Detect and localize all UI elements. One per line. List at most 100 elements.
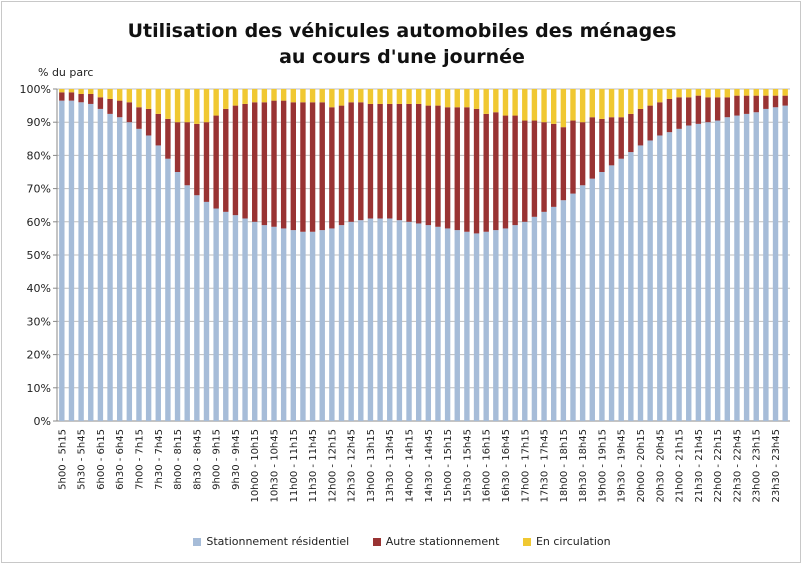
bar-segment-residentiel [473,233,480,421]
bar-segment-residentiel [464,231,470,421]
bar-segment-circulation [97,89,104,98]
bar-segment-residentiel [647,140,653,421]
bar-segment-autre [290,102,296,231]
bar-segment-circulation [290,89,296,103]
bar-segment-circulation [358,89,364,103]
bar-segment-circulation [435,89,441,106]
bar-segment-circulation [396,89,403,104]
x-tick-label: 13h30 - 13h45 [385,429,396,503]
bar-segment-residentiel [560,200,567,421]
bar-segment-circulation [647,89,653,106]
bar-segment-autre [155,113,161,146]
x-tick-label: 23h00 - 23h15 [752,429,763,503]
bar-segment-autre [705,97,711,123]
bar-segment-circulation [589,89,595,118]
y-tick-label: 0% [34,415,51,428]
bar-segment-residentiel [319,230,325,421]
bar-segment-autre [252,102,258,222]
bar-segment-circulation [348,89,354,103]
bar-segment-circulation [203,89,210,123]
bar-segment-circulation [483,89,489,114]
bar-segment-circulation [695,89,702,96]
legend-label-residentiel: Stationnement résidentiel [206,535,350,548]
bar-segment-circulation [743,89,750,96]
bar-segment-residentiel [743,113,750,422]
bar-segment-autre [136,107,142,129]
legend-label-autre: Autre stationnement [385,535,500,548]
bar-segment-residentiel [541,211,547,421]
bar-segment-autre [271,100,277,227]
bar-segment-residentiel [174,172,181,421]
x-tick-label: 17h00 - 17h15 [520,429,531,503]
x-tick-label: 8h30 - 8h45 [192,429,203,490]
bar-segment-autre [579,122,586,186]
bar-segment-residentiel [396,220,403,421]
bar-segment-circulation [763,89,769,96]
bar-segment-autre [714,97,721,121]
bar-segment-circulation [377,89,383,104]
bar-segment-circulation [406,89,412,104]
bar-segment-autre [541,122,547,212]
y-tick-label: 90% [27,116,51,129]
y-tick-label: 20% [27,349,51,362]
bar-segment-autre [531,120,538,217]
bar-segment-circulation [338,89,345,106]
bar-segment-autre [772,95,779,108]
bar-segment-autre [145,108,152,136]
x-tick-label: 10h00 - 10h15 [250,429,261,503]
x-tick-label: 7h00 - 7h15 [134,429,145,490]
bar-segment-residentiel [493,230,499,421]
x-tick-label: 8h00 - 8h15 [173,429,184,490]
bar-segment-circulation [551,89,557,124]
bar-segment-autre [213,115,219,209]
bar-segment-autre [743,95,750,114]
x-tick-label: 17h30 - 17h45 [540,429,551,503]
bar-segment-residentiel [444,228,451,421]
bar-segment-residentiel [705,122,711,421]
x-tick-label: 15h00 - 15h15 [443,429,454,503]
bar-segment-circulation [637,89,644,109]
bar-segment-residentiel [637,145,644,421]
bar-segment-circulation [676,89,682,98]
bar-segment-autre [367,103,374,219]
bar-segment-autre [406,103,412,222]
bar-segment-autre [415,103,422,224]
x-tick-label: 23h30 - 23h45 [771,429,782,503]
bar-segment-residentiel [203,201,210,421]
bar-segment-residentiel [88,103,94,421]
bar-segment-circulation [165,89,171,119]
bar-segment-residentiel [502,228,509,421]
bar-segment-autre [599,118,605,172]
bar-segment-circulation [714,89,721,98]
x-tick-label: 5h30 - 5h45 [77,429,88,490]
bar-segment-circulation [734,89,740,96]
bar-segment-circulation [522,89,528,121]
bar-segment-circulation [657,89,663,103]
bar-segment-circulation [145,89,152,109]
legend-item-residentiel: Stationnement résidentiel [193,535,349,548]
bar-segment-residentiel [107,113,113,422]
bar-segment-autre [608,117,615,166]
bar-segment-autre [68,92,75,101]
chart-title-line-1: Utilisation des véhicules automobiles de… [127,20,677,42]
bar-segment-circulation [136,89,142,108]
legend-swatch-circulation [522,537,531,546]
bar-segment-residentiel [387,218,393,421]
bar-segment-circulation [280,89,287,101]
bar-segment-autre [464,107,470,232]
bar-segment-residentiel [618,158,624,421]
x-tick-label: 16h00 - 16h15 [482,429,493,503]
x-tick-label: 19h30 - 19h45 [617,429,628,503]
bar-segment-autre [647,105,653,141]
y-tick-label: 10% [27,382,51,395]
bar-segment-residentiel [309,231,316,421]
bar-segment-autre [174,122,181,172]
bar-segment-autre [300,102,306,232]
chart-title-line-2: au cours d'une journée [279,46,525,68]
bar-segment-residentiel [589,178,595,421]
x-tick-label: 5h00 - 5h15 [57,429,68,490]
legend-swatch-residentiel [193,537,202,546]
bar-segment-residentiel [59,100,65,422]
bar-segment-circulation [724,89,731,98]
x-tick-label: 12h30 - 12h45 [347,429,358,503]
